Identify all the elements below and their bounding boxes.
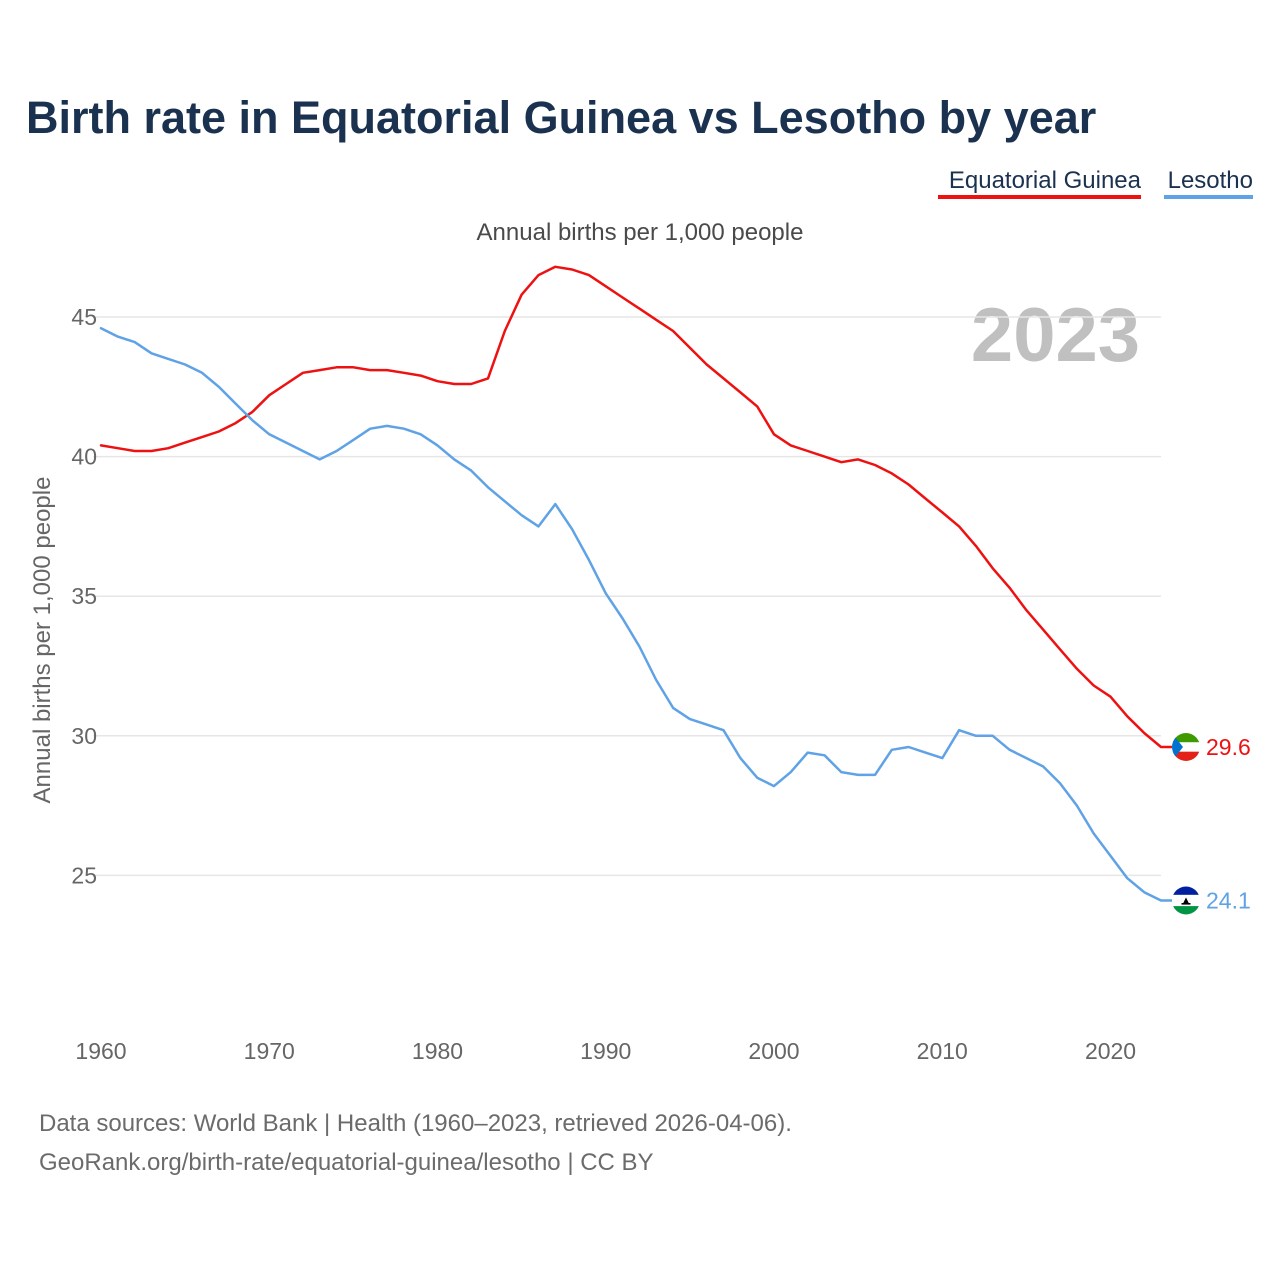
x-tick-label-1960: 1960 [75, 1038, 126, 1064]
y-axis-ticks: 25 30 35 40 45 [71, 304, 97, 888]
legend-item-equatorial-guinea[interactable]: Equatorial Guinea [938, 167, 1142, 199]
footer-url-license: GeoRank.org/birth-rate/equatorial-guinea… [39, 1149, 654, 1176]
x-tick-label-2000: 2000 [748, 1038, 799, 1064]
x-axis-ticks: 1960 1970 1980 1990 2000 2010 2020 [75, 1038, 1136, 1064]
series [99, 265, 1175, 902]
y-axis-label: Annual births per 1,000 people [29, 477, 56, 804]
y-tick-label-45: 45 [71, 304, 97, 330]
series-line-lesotho [99, 326, 1175, 902]
end-value-equatorial-guinea: 29.6 [1206, 734, 1251, 760]
footer-sources: Data sources: World Bank | Health (1960–… [39, 1110, 792, 1137]
x-tick-label-2010: 2010 [917, 1038, 968, 1064]
end-value-lesotho: 24.1 [1206, 888, 1251, 914]
equatorial-guinea-flag-icon [1172, 733, 1200, 761]
lesotho-flag-icon [1172, 886, 1200, 915]
year-watermark: 2023 [971, 293, 1140, 378]
legend-swatch-equatorial-guinea [938, 195, 1141, 199]
x-tick-label-1980: 1980 [412, 1038, 463, 1064]
chart-subtitle: Annual births per 1,000 people [477, 219, 804, 246]
y-tick-label-25: 25 [71, 862, 97, 888]
legend-item-lesotho[interactable]: Lesotho [1164, 167, 1253, 199]
chart-title: Birth rate in Equatorial Guinea vs Lesot… [26, 92, 1096, 143]
y-tick-label-40: 40 [71, 444, 97, 470]
x-tick-label-2020: 2020 [1085, 1038, 1136, 1064]
legend-label-equatorial-guinea: Equatorial Guinea [949, 167, 1142, 194]
x-tick-label-1970: 1970 [244, 1038, 295, 1064]
x-tick-label-1990: 1990 [580, 1038, 631, 1064]
y-tick-label-30: 30 [71, 723, 97, 749]
series-line-equatorial-guinea [99, 265, 1175, 749]
y-tick-label-35: 35 [71, 583, 97, 609]
legend-label-lesotho: Lesotho [1168, 167, 1253, 194]
legend: Equatorial Guinea Lesotho [938, 167, 1253, 199]
grid [93, 316, 1161, 877]
legend-swatch-lesotho [1164, 195, 1253, 199]
